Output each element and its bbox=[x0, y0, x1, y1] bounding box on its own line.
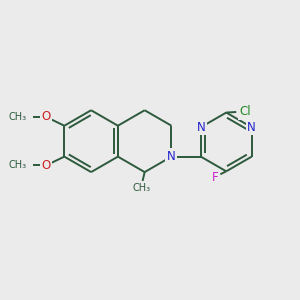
Text: F: F bbox=[212, 171, 218, 184]
Text: N: N bbox=[247, 121, 256, 134]
Text: CH₃: CH₃ bbox=[8, 160, 26, 170]
Text: N: N bbox=[167, 150, 176, 163]
Text: N: N bbox=[196, 121, 205, 134]
Text: CH₃: CH₃ bbox=[133, 183, 151, 193]
Text: O: O bbox=[41, 159, 51, 172]
Text: O: O bbox=[41, 110, 51, 123]
Text: CH₃: CH₃ bbox=[8, 112, 26, 122]
Text: Cl: Cl bbox=[239, 106, 251, 118]
